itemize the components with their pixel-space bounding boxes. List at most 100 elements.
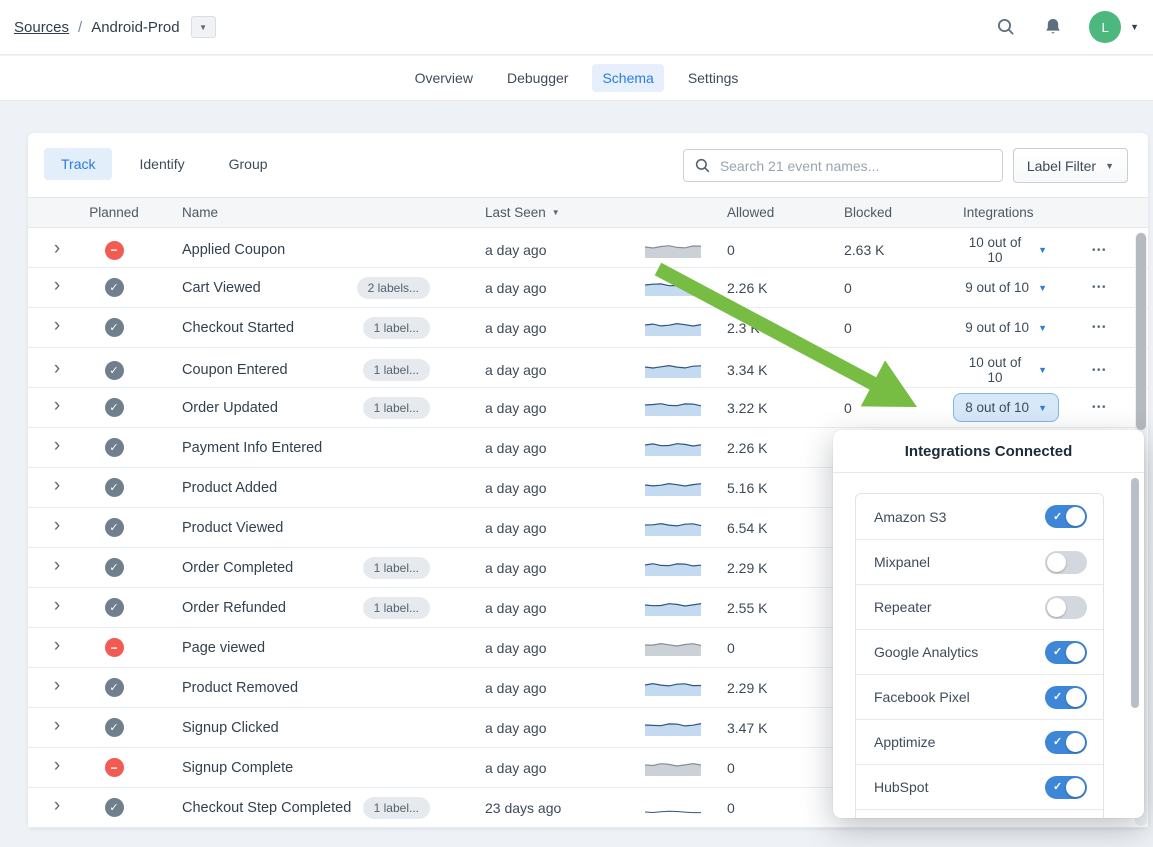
header-planned: Planned (89, 205, 139, 220)
row-expand-chevron-icon[interactable]: › (53, 275, 61, 296)
row-menu-button[interactable]: ••• (1091, 244, 1107, 256)
row-expand-chevron-icon[interactable]: › (53, 357, 61, 379)
row-expand-chevron-icon[interactable]: › (53, 795, 61, 816)
label-badge[interactable]: 1 label... (362, 796, 430, 819)
tab-schema[interactable]: Schema (592, 64, 664, 92)
integrations-dropdown-button[interactable]: 9 out of 10 ▼ (953, 273, 1059, 302)
breadcrumb-sources-link[interactable]: Sources (14, 18, 70, 36)
toggle-knob (1066, 642, 1085, 662)
integrations-list: Amazon S3 ✓ Mixpanel ✓ Repeater ✓ Google… (855, 493, 1104, 818)
integration-toggle[interactable]: ✓ (1045, 730, 1087, 754)
popup-scrollbar-thumb[interactable] (1131, 478, 1139, 708)
integration-toggle[interactable]: ✓ (1045, 775, 1087, 799)
last-seen-value: a day ago (485, 279, 547, 296)
blocked-value: 0 (844, 279, 852, 296)
row-expand-chevron-icon[interactable]: › (53, 595, 61, 616)
event-name: Checkout Started (182, 319, 295, 336)
label-badge[interactable]: 1 label... (362, 396, 430, 419)
planned-status-icon (104, 360, 124, 380)
segment-group[interactable]: Group (228, 156, 268, 172)
label-filter-button[interactable]: Label Filter ▼ (1012, 148, 1128, 183)
integration-toggle[interactable]: ✓ (1045, 685, 1087, 709)
integration-row: Apptimize ✓ (856, 719, 1103, 764)
allowed-value: 5.16 K (727, 479, 768, 496)
row-expand-chevron-icon[interactable]: › (53, 675, 61, 696)
event-name: Product Added (182, 479, 278, 496)
search-icon[interactable] (995, 16, 1017, 38)
user-menu[interactable]: L ▼ (1089, 11, 1139, 43)
row-expand-chevron-icon[interactable]: › (53, 635, 61, 656)
integration-toggle[interactable]: ✓ (1045, 595, 1087, 619)
integration-name: Apptimize (874, 734, 936, 750)
avatar[interactable]: L (1089, 11, 1122, 43)
tab-overview[interactable]: Overview (414, 70, 473, 86)
toggle-check-icon: ✓ (1053, 691, 1063, 704)
segment-track[interactable]: Track (44, 148, 113, 180)
last-seen-value: a day ago (485, 439, 547, 456)
row-menu-button[interactable]: ••• (1091, 402, 1107, 413)
integrations-dropdown-button[interactable]: 10 out of 10 ▼ (949, 228, 1059, 272)
row-expand-chevron-icon[interactable]: › (53, 555, 61, 576)
volume-sparkline (644, 442, 702, 456)
label-badge[interactable]: 1 label... (362, 596, 430, 619)
segment-identify[interactable]: Identify (139, 156, 185, 172)
table-scrollbar-thumb[interactable] (1136, 233, 1146, 430)
tab-debugger[interactable]: Debugger (506, 70, 569, 86)
row-expand-chevron-icon[interactable]: › (53, 395, 61, 416)
integration-toggle[interactable]: ✓ (1045, 640, 1087, 664)
toggle-check-icon: ✓ (1053, 646, 1063, 659)
integration-row: Repeater ✓ (856, 584, 1103, 629)
row-expand-chevron-icon[interactable]: › (53, 435, 61, 456)
integrations-dropdown-button[interactable]: 9 out of 10 ▼ (953, 313, 1059, 342)
breadcrumb-separator: / (78, 18, 83, 36)
event-name: Applied Coupon (182, 242, 286, 258)
integration-toggle[interactable]: ✓ (1045, 550, 1087, 574)
allowed-value: 2.3 K (727, 319, 760, 336)
allowed-value: 3.22 K (727, 399, 768, 416)
event-type-segments: Track Identify Group (44, 148, 285, 180)
notifications-bell-icon[interactable] (1043, 17, 1063, 38)
user-menu-caret-icon: ▼ (1130, 22, 1139, 32)
last-seen-value: a day ago (485, 319, 547, 336)
row-expand-chevron-icon[interactable]: › (53, 315, 61, 336)
source-switcher-button[interactable]: ▼ (190, 16, 216, 38)
integrations-popup-title: Integrations Connected (833, 430, 1144, 473)
integrations-count: 8 out of 10 (965, 400, 1030, 415)
integration-toggle[interactable]: ✓ (1045, 505, 1087, 528)
planned-status-icon (104, 398, 124, 417)
allowed-value: 2.29 K (727, 559, 768, 576)
integrations-count: 10 out of 10 (968, 355, 1022, 385)
row-expand-chevron-icon[interactable]: › (53, 475, 61, 496)
search-input[interactable] (717, 156, 992, 175)
last-seen-value: a day ago (485, 519, 547, 536)
row-expand-chevron-icon[interactable]: › (53, 755, 61, 776)
integrations-dropdown-button[interactable]: 8 out of 10 ▼ (953, 393, 1059, 422)
last-seen-value: a day ago (485, 362, 547, 378)
last-seen-value: a day ago (485, 479, 547, 496)
header-name: Name (182, 205, 219, 220)
row-expand-chevron-icon[interactable]: › (53, 237, 61, 259)
tab-settings[interactable]: Settings (687, 70, 739, 86)
label-badge[interactable]: 1 label... (362, 556, 430, 579)
toggle-knob (1066, 687, 1085, 707)
toggle-knob (1066, 777, 1085, 797)
allowed-value: 0 (727, 759, 735, 776)
label-badge[interactable]: 1 label... (362, 316, 430, 339)
integrations-count: 9 out of 10 (965, 320, 1030, 335)
volume-sparkline (644, 642, 702, 656)
label-badge[interactable]: 1 label... (362, 359, 430, 381)
label-filter-caret-icon: ▼ (1105, 160, 1114, 171)
integrations-dropdown-button[interactable]: 10 out of 10 ▼ (949, 348, 1059, 392)
label-badge[interactable]: 2 labels... (356, 276, 430, 299)
row-expand-chevron-icon[interactable]: › (53, 515, 61, 536)
integration-name: Mixpanel (874, 554, 931, 570)
integrations-caret-icon: ▼ (1038, 322, 1047, 333)
row-menu-button[interactable]: ••• (1091, 322, 1107, 333)
row-menu-button[interactable]: ••• (1091, 282, 1107, 293)
event-search (682, 149, 1003, 182)
header-last-seen[interactable]: Last Seen ▼ (485, 205, 560, 220)
row-expand-chevron-icon[interactable]: › (53, 715, 61, 736)
integrations-caret-icon: ▼ (1038, 402, 1047, 413)
row-menu-button[interactable]: ••• (1091, 364, 1107, 376)
toggle-knob (1047, 597, 1066, 617)
